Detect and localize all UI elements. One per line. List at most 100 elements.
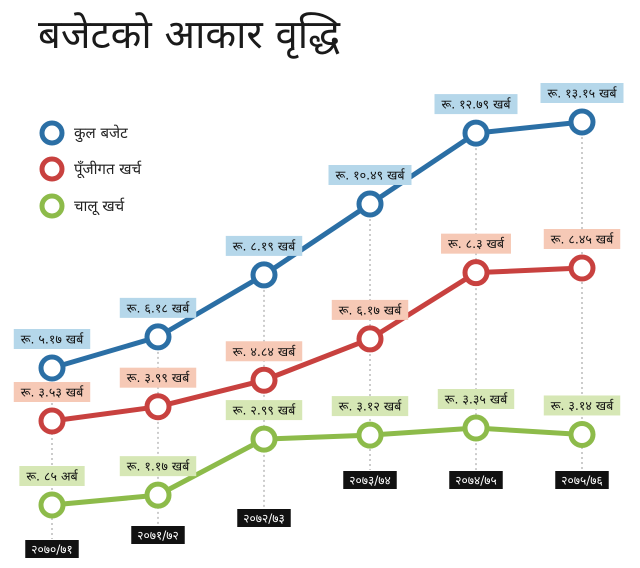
year-label-bg [131,526,185,544]
data-point-recurrent-expenditure [38,491,66,519]
value-label-text: रू. ३.१२ खर्ब [339,399,402,414]
series-line-recurrent-expenditure [51,425,583,508]
legend-label-total-budget: कुल बजेट [74,124,128,143]
data-points [38,108,596,519]
value-label-text: रू. ५.१७ खर्ब [21,332,84,347]
legend-marker-capital-expenditure [39,156,65,182]
year-label-bg [555,471,609,489]
value-label-text: रू. ६.१७ खर्ब [339,302,402,317]
year-label-bg [237,509,291,527]
value-label-recurrent-expenditure: रू. ३.१२ खर्ब [331,396,409,417]
year-label: २०७१/७२ [131,526,185,544]
data-point-total-budget [250,261,278,289]
year-label-text: २०७०/७१ [31,543,72,557]
data-point-total-budget [144,323,172,351]
value-label-capital-expenditure: रू. ८.४५ खर्ब [543,229,621,249]
value-label-text: रू. ४.८४ खर्ब [233,344,296,359]
value-label-total-budget: रू. ५.१७ खर्ब [13,329,91,349]
data-point-recurrent-expenditure [250,425,278,453]
value-label-text: रू. १२.७९ खर्ब [442,97,512,112]
legend: कुल बजेट पूँजीगत खर्च चालू खर्च [39,120,142,219]
value-label-text: रू. २.९९ खर्ब [233,403,296,418]
data-point-recurrent-expenditure [568,420,596,448]
value-label-text: रू. ८.३ खर्ब [448,236,505,251]
value-label-total-budget: रू. ६.१८ खर्ब [119,297,197,318]
value-label-capital-expenditure: रू. ३.९९ खर्ब [119,367,197,388]
value-label-recurrent-expenditure: रू. २.९९ खर्ब [225,400,303,421]
series-lines [51,119,583,508]
value-label-bg [225,341,303,362]
data-point-capital-expenditure [356,325,384,353]
value-label-bg [543,229,621,249]
year-label: २०७४/७५ [449,471,503,489]
value-label-recurrent-expenditure: रू. ३.१४ खर्ब [543,395,621,416]
value-label-recurrent-expenditure: रू. ८५ अर्ब [19,466,85,486]
value-label-text: रू. ६.१८ खर्ब [127,300,190,315]
value-label-total-budget: रू. १०.४९ खर्ब [328,165,412,185]
value-label-text: रू. ३.९९ खर्ब [127,370,190,385]
value-label-text: रू. ८.१९ खर्ब [233,238,296,253]
year-label-bg [25,540,79,558]
value-label-bg [540,83,624,103]
data-point-total-budget [38,354,66,382]
value-label-bg [331,396,409,417]
year-label-text: २०७५/७६ [561,474,602,488]
value-label-bg [331,299,409,320]
series-line-capital-expenditure [51,265,583,424]
value-label-total-budget: रू. १३.१५ खर्ब [540,83,624,103]
value-label-bg [543,395,621,416]
data-point-capital-expenditure [38,407,66,435]
value-label-bg [328,165,412,185]
value-label-capital-expenditure: रू. ६.१७ खर्ब [331,299,409,320]
data-point-total-budget [568,108,596,136]
data-point-total-budget [356,190,384,218]
value-label-recurrent-expenditure: रू. ३.३५ खर्ब [437,389,515,409]
value-label-bg [119,367,197,388]
value-label-bg [19,466,85,486]
series-line-total-budget [51,119,583,371]
value-label-capital-expenditure: रू. ४.८४ खर्ब [225,341,303,362]
year-label-bg [343,471,397,489]
value-label-text: रू. १०.४९ खर्ब [336,168,406,183]
data-point-capital-expenditure [462,259,490,287]
data-point-total-budget [462,119,490,147]
value-label-capital-expenditure: रू. ८.३ खर्ब [441,233,511,254]
value-label-total-budget: रू. ८.१९ खर्ब [225,235,303,256]
data-point-recurrent-expenditure [462,414,490,442]
value-label-text: रू. ८५ अर्ब [26,469,78,484]
chart-title: बजेटको आकार वृद्धि [38,12,341,59]
value-label-bg [434,94,518,115]
year-label: २०७५/७६ [555,471,609,489]
data-point-capital-expenditure [250,366,278,394]
year-label-text: २०७३/७४ [349,474,390,488]
value-label-text: रू. ३.५३ खर्ब [21,385,84,400]
legend-label-capital-expenditure: पूँजीगत खर्च [74,160,142,179]
value-label-bg [225,235,303,256]
value-label-recurrent-expenditure: रू. १.१७ खर्ब [119,456,197,477]
data-point-capital-expenditure [568,254,596,282]
value-label-bg [437,389,515,409]
value-label-bg [119,456,197,477]
year-label-text: २०७२/७३ [243,512,284,526]
legend-marker-total-budget [39,120,65,146]
data-labels: रू. ५.१७ खर्ब रू. ६.१८ खर्ब रू. ८.१९ खर्ब र… [13,83,624,486]
value-label-capital-expenditure: रू. ३.५३ खर्ब [13,382,91,402]
value-label-bg [225,400,303,421]
value-label-bg [119,297,197,318]
value-label-bg [13,382,91,402]
value-label-bg [441,233,511,254]
data-point-recurrent-expenditure [144,481,172,509]
legend-label-recurrent-expenditure: चालू खर्च [74,197,125,216]
data-point-recurrent-expenditure [356,421,384,449]
value-label-text: रू. ३.३५ खर्ब [445,392,508,407]
value-label-text: रू. ८.४५ खर्ब [551,232,614,247]
year-labels: २०७०/७१ २०७१/७२ २०७२/७३ २०७३/७४ २०७४/७५ २०७५/… [25,471,609,558]
year-label-bg [449,471,503,489]
data-point-capital-expenditure [144,393,172,421]
value-label-text: रू. ३.१४ खर्ब [551,398,614,413]
year-label: २०७३/७४ [343,471,397,489]
value-label-text: रू. १३.१५ खर्ब [548,86,618,101]
year-label-text: २०७१/७२ [137,529,178,543]
value-label-total-budget: रू. १२.७९ खर्ब [434,94,518,115]
